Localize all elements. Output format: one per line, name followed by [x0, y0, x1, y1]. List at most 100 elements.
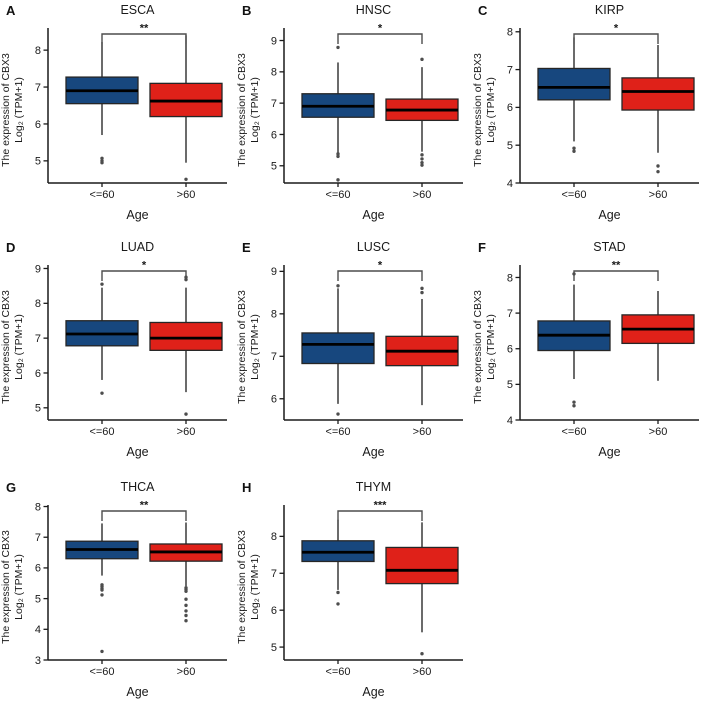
y-tick-label: 8: [35, 501, 41, 513]
y-tick-label: 5: [271, 642, 277, 654]
x-tick-label: <=60: [325, 426, 350, 438]
outlier-point: [100, 588, 104, 592]
outlier-point: [184, 613, 188, 618]
x-tick-label: >60: [649, 189, 668, 201]
significance-stars: **: [140, 23, 149, 35]
y-tick-label: 5: [507, 379, 513, 391]
outlier-point: [100, 161, 104, 165]
y-tick-label: 5: [271, 161, 277, 173]
y-tick-label: 8: [271, 309, 277, 321]
outlier-point: [420, 57, 424, 62]
y-tick-label: 6: [271, 394, 277, 406]
panel-luad: D LUAD The expression of CBX3 Log₂ (TPM+…: [0, 237, 236, 477]
panel-title-luad: LUAD: [120, 240, 155, 254]
x-axis-title: Age: [126, 685, 148, 699]
panel-thca: G THCA The expression of CBX3 Log₂ (TPM+…: [0, 477, 236, 712]
y-tick-label: 6: [35, 563, 41, 575]
outlier-point: [184, 609, 188, 613]
y-tick-label: 6: [271, 605, 277, 617]
x-tick-label: >60: [177, 666, 196, 678]
significance-stars: ***: [374, 500, 388, 512]
significance-stars: **: [612, 260, 621, 272]
significance-bracket: [337, 510, 423, 521]
outlier-point: [420, 290, 424, 295]
panel-letter-h: H: [242, 480, 252, 495]
panel-letter-b: B: [242, 3, 252, 18]
x-tick-label: >60: [177, 426, 196, 438]
panel-title-thca: THCA: [120, 480, 155, 494]
y-tick-label: 9: [35, 263, 41, 275]
outlier-point: [184, 619, 188, 623]
outlier-point: [572, 149, 576, 153]
significance-stars: *: [378, 23, 383, 35]
y-tick-label: 7: [271, 98, 277, 110]
panel-letter-c: C: [478, 3, 488, 18]
box-le60: [537, 67, 611, 101]
y-tick-label: 9: [271, 266, 277, 278]
panel-lusc: E LUSC The expression of CBX3 Log₂ (TPM+…: [236, 237, 472, 477]
outlier-point: [184, 603, 188, 608]
y-tick-label: 5: [507, 140, 513, 152]
boxplot-kirp: 4 5 6 7 8 <=60 >60 Age *: [507, 23, 699, 222]
outlier-point: [336, 284, 340, 288]
panel-esca: A ESCA The expression of CBX3 Log₂ (TPM+…: [0, 0, 236, 237]
y-tick-label: 9: [271, 35, 277, 47]
y-tick-label: 5: [35, 403, 41, 415]
panel-letter-a: A: [6, 3, 16, 18]
y-tick-label: 8: [271, 531, 277, 543]
outlier-point: [420, 160, 424, 165]
outlier-point: [336, 152, 340, 156]
outlier-point: [100, 156, 104, 160]
significance-bracket: [101, 270, 187, 281]
outlier-point: [420, 286, 424, 291]
significance-stars: *: [142, 260, 147, 272]
panel-letter-d: D: [6, 240, 16, 255]
panel-title-lusc: LUSC: [356, 240, 391, 254]
x-axis-title: Age: [598, 445, 620, 459]
boxplot-stad: 4 5 6 7 8 <=60 >60 Age **: [507, 260, 699, 459]
outlier-point: [656, 164, 660, 168]
x-tick-label: <=60: [561, 189, 586, 201]
outlier-point: [184, 412, 188, 416]
box-le60: [301, 332, 375, 365]
outlier-point: [100, 649, 104, 654]
outlier-point: [100, 593, 104, 597]
x-tick-label: <=60: [89, 189, 114, 201]
x-axis-title: Age: [362, 445, 384, 459]
outlier-point: [572, 146, 576, 150]
x-tick-label: >60: [177, 189, 196, 201]
y-tick-label: 6: [35, 368, 41, 380]
boxplot-thca: 3 4 5 6 7 8 <=60 >60 Age **: [35, 500, 227, 699]
outlier-point: [100, 391, 104, 395]
outlier-point: [336, 602, 340, 606]
y-tick-label: 6: [35, 119, 41, 131]
x-tick-label: <=60: [89, 666, 114, 678]
y-tick-label: 6: [507, 344, 513, 356]
x-tick-label: >60: [413, 666, 432, 678]
y-tick-label: 4: [35, 624, 41, 636]
panel-kirp: C KIRP The expression of CBX3 Log₂ (TPM+…: [472, 0, 708, 237]
outlier-point: [184, 177, 188, 182]
y-tick-label: 6: [271, 129, 277, 141]
panel-title-hnsc: HNSC: [355, 3, 392, 17]
significance-stars: **: [140, 500, 149, 512]
box-gt60: [385, 546, 459, 585]
x-tick-label: >60: [413, 189, 432, 201]
significance-bracket: [573, 270, 659, 281]
x-tick-label: <=60: [561, 426, 586, 438]
outlier-point: [336, 178, 340, 182]
y-tick-label: 8: [35, 45, 41, 57]
panel-title-kirp: KIRP: [594, 3, 625, 17]
outlier-point: [656, 169, 660, 174]
y-tick-label: 5: [35, 593, 41, 605]
y-tick-label: 5: [35, 156, 41, 168]
box-gt60: [149, 321, 223, 351]
panel-letter-f: F: [478, 240, 486, 255]
y-tick-label: 4: [507, 178, 513, 190]
x-tick-label: <=60: [325, 189, 350, 201]
y-tick-label: 7: [507, 308, 513, 320]
significance-bracket: [573, 33, 659, 44]
x-axis-title: Age: [362, 208, 384, 222]
panel-title-stad: STAD: [593, 240, 626, 254]
